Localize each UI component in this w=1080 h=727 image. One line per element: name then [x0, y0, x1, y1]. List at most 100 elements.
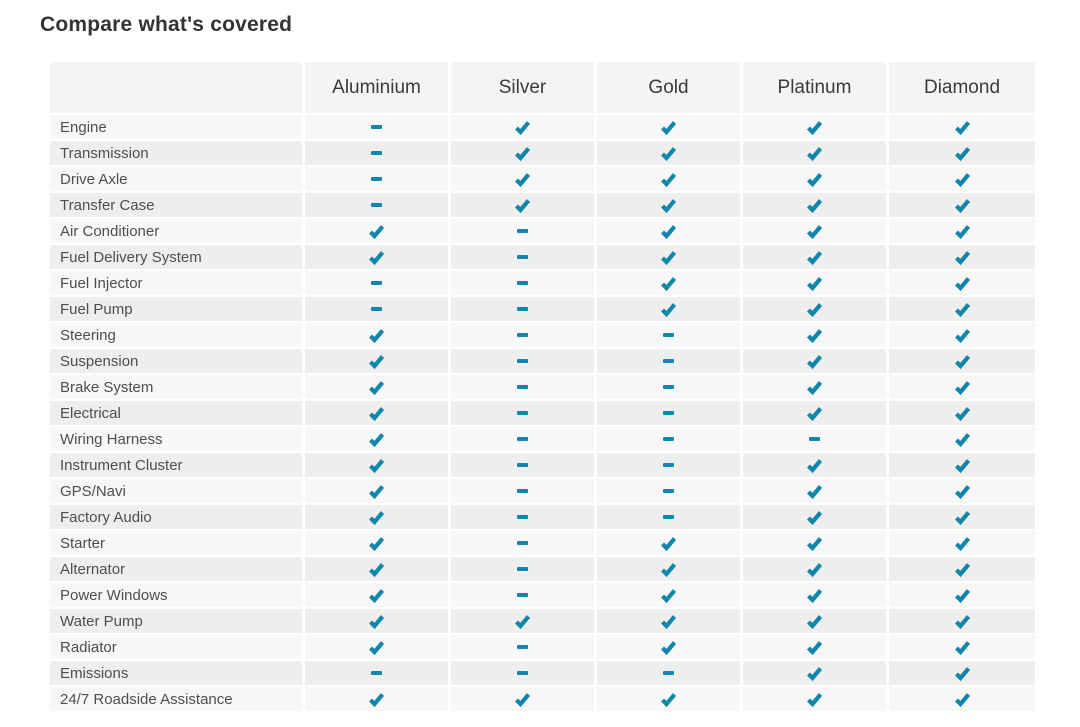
- row-label: Emissions: [50, 661, 302, 685]
- check-icon: [368, 536, 385, 551]
- row-label: Radiator: [50, 635, 302, 659]
- check-icon: [954, 146, 971, 161]
- check-icon: [660, 198, 677, 213]
- coverage-cell: [889, 297, 1035, 321]
- dash-icon: [517, 645, 528, 649]
- coverage-cell: [743, 427, 886, 451]
- coverage-cell: [451, 557, 594, 581]
- coverage-cell: [597, 531, 740, 555]
- dash-icon: [517, 411, 528, 415]
- coverage-cell: [743, 349, 886, 373]
- plan-header-platinum: Platinum: [743, 62, 886, 113]
- coverage-cell: [451, 219, 594, 243]
- coverage-cell: [305, 583, 448, 607]
- check-icon: [660, 276, 677, 291]
- check-icon: [806, 146, 823, 161]
- coverage-cell: [305, 349, 448, 373]
- dash-icon: [809, 437, 820, 441]
- row-label: 24/7 Roadside Assistance: [50, 687, 302, 711]
- plan-header-silver: Silver: [451, 62, 594, 113]
- check-icon: [514, 692, 531, 707]
- check-icon: [368, 406, 385, 421]
- coverage-cell: [743, 115, 886, 139]
- coverage-cell: [305, 505, 448, 529]
- coverage-cell: [743, 271, 886, 295]
- coverage-cell: [889, 453, 1035, 477]
- check-icon: [954, 276, 971, 291]
- coverage-cell: [743, 505, 886, 529]
- coverage-cell: [305, 687, 448, 711]
- coverage-cell: [889, 505, 1035, 529]
- coverage-cell: [305, 479, 448, 503]
- dash-icon: [663, 515, 674, 519]
- check-icon: [806, 484, 823, 499]
- dash-icon: [517, 541, 528, 545]
- check-icon: [806, 406, 823, 421]
- coverage-cell: [597, 141, 740, 165]
- coverage-cell: [597, 167, 740, 191]
- check-icon: [954, 380, 971, 395]
- coverage-cell: [597, 193, 740, 217]
- row-label: Fuel Injector: [50, 271, 302, 295]
- coverage-cell: [597, 687, 740, 711]
- coverage-cell: [889, 583, 1035, 607]
- coverage-cell: [305, 661, 448, 685]
- check-icon: [806, 588, 823, 603]
- dash-icon: [517, 489, 528, 493]
- row-label: Starter: [50, 531, 302, 555]
- row-label: Steering: [50, 323, 302, 347]
- check-icon: [806, 692, 823, 707]
- check-icon: [368, 484, 385, 499]
- coverage-cell: [451, 245, 594, 269]
- coverage-cell: [597, 297, 740, 321]
- coverage-cell: [305, 271, 448, 295]
- dash-icon: [663, 359, 674, 363]
- check-icon: [806, 510, 823, 525]
- coverage-cell: [597, 609, 740, 633]
- dash-icon: [517, 385, 528, 389]
- row-label: Fuel Pump: [50, 297, 302, 321]
- coverage-cell: [305, 167, 448, 191]
- check-icon: [806, 614, 823, 629]
- coverage-cell: [451, 349, 594, 373]
- check-icon: [954, 302, 971, 317]
- coverage-cell: [451, 401, 594, 425]
- coverage-cell: [597, 583, 740, 607]
- coverage-cell: [305, 401, 448, 425]
- check-icon: [660, 120, 677, 135]
- dash-icon: [517, 515, 528, 519]
- coverage-cell: [597, 245, 740, 269]
- row-label: Power Windows: [50, 583, 302, 607]
- coverage-cell: [597, 479, 740, 503]
- coverage-cell: [889, 531, 1035, 555]
- check-icon: [660, 692, 677, 707]
- coverage-cell: [889, 245, 1035, 269]
- coverage-cell: [743, 193, 886, 217]
- coverage-cell: [743, 531, 886, 555]
- row-label: Wiring Harness: [50, 427, 302, 451]
- row-label: Water Pump: [50, 609, 302, 633]
- check-icon: [514, 146, 531, 161]
- check-icon: [954, 536, 971, 551]
- check-icon: [660, 640, 677, 655]
- coverage-cell: [451, 453, 594, 477]
- check-icon: [514, 172, 531, 187]
- coverage-cell: [889, 323, 1035, 347]
- dash-icon: [663, 437, 674, 441]
- dash-icon: [517, 255, 528, 259]
- coverage-cell: [743, 557, 886, 581]
- check-icon: [368, 588, 385, 603]
- coverage-cell: [743, 479, 886, 503]
- check-icon: [514, 120, 531, 135]
- check-icon: [806, 562, 823, 577]
- check-icon: [368, 562, 385, 577]
- check-icon: [806, 640, 823, 655]
- coverage-cell: [305, 141, 448, 165]
- coverage-cell: [889, 609, 1035, 633]
- check-icon: [368, 354, 385, 369]
- dash-icon: [517, 593, 528, 597]
- coverage-cell: [597, 401, 740, 425]
- coverage-cell: [889, 375, 1035, 399]
- row-label: Air Conditioner: [50, 219, 302, 243]
- check-icon: [806, 458, 823, 473]
